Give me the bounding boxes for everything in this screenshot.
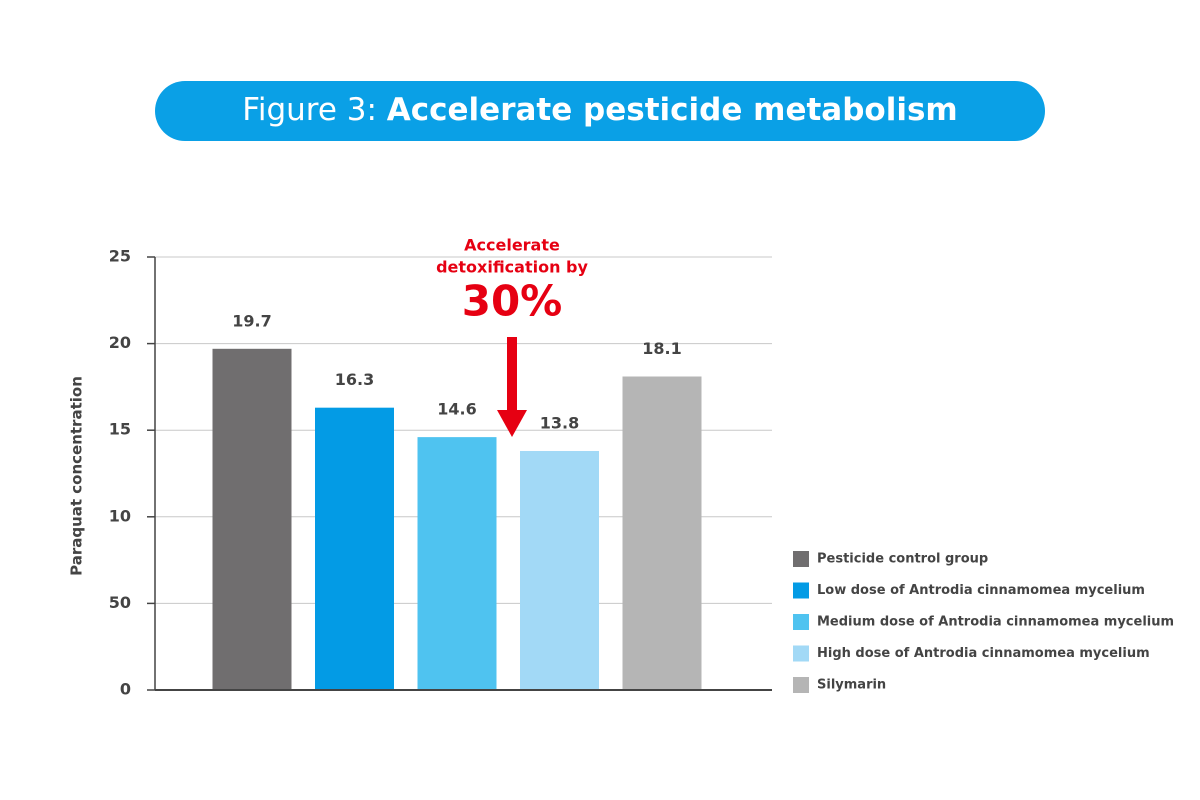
legend-swatch <box>793 551 809 567</box>
legend-label: High dose of Antrodia cinnamomea myceliu… <box>817 646 1150 661</box>
annotation: Accelerate <box>464 236 560 255</box>
title-pill <box>155 81 1045 141</box>
data-label: 18.1 <box>642 339 681 358</box>
arrow-head <box>497 410 527 437</box>
y-tick-label: 0 <box>120 680 131 699</box>
y-tick-label: 15 <box>109 420 131 439</box>
y-tick-label: 20 <box>109 333 131 352</box>
legend-label: Low dose of Antrodia cinnamomea mycelium <box>817 583 1145 598</box>
legend-label: Silymarin <box>817 678 886 693</box>
y-tick-label: 50 <box>109 593 131 612</box>
bar <box>417 437 497 690</box>
chart-title: Figure 3: Accelerate pesticide metabolis… <box>242 92 957 128</box>
title-lead: Figure 3: <box>242 92 377 128</box>
annotation-big: 30% <box>462 277 563 326</box>
legend-swatch <box>793 614 809 630</box>
legend-swatch <box>793 645 809 662</box>
legend-swatch <box>793 677 809 693</box>
bar <box>315 407 394 690</box>
legend-label: Medium dose of Antrodia cinnamomea mycel… <box>817 615 1174 630</box>
title-main: Accelerate pesticide metabolism <box>387 92 958 128</box>
data-label: 14.6 <box>437 400 476 419</box>
bar <box>520 450 599 690</box>
bar <box>212 348 292 690</box>
legend-label: Pesticide control group <box>817 552 988 567</box>
bar <box>622 376 702 690</box>
annotation: detoxification by <box>436 258 588 277</box>
y-axis-label: Paraquat concentration <box>68 376 86 576</box>
y-tick-label: 10 <box>109 506 131 525</box>
data-label: 13.8 <box>540 413 579 432</box>
data-label: 16.3 <box>335 370 374 389</box>
data-label: 19.7 <box>232 311 271 330</box>
y-tick-label: 25 <box>109 247 131 266</box>
arrow-shaft <box>507 337 517 413</box>
legend-swatch <box>793 582 809 599</box>
